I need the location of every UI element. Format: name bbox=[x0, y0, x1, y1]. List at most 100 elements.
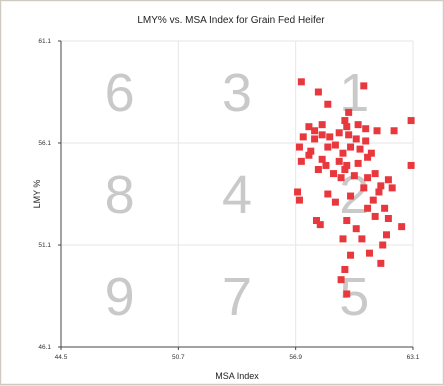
y-tick-label: 61.1 bbox=[38, 38, 51, 45]
data-point bbox=[364, 153, 372, 161]
data-point bbox=[324, 143, 332, 151]
data-point bbox=[375, 188, 383, 196]
data-point bbox=[358, 235, 366, 243]
data-point bbox=[311, 127, 319, 135]
axes bbox=[60, 41, 413, 348]
x-tick-label: 44.5 bbox=[55, 354, 68, 361]
data-point bbox=[345, 131, 353, 139]
data-point bbox=[354, 121, 362, 129]
data-point bbox=[364, 174, 372, 182]
data-point bbox=[377, 259, 385, 267]
data-point bbox=[335, 157, 343, 165]
data-point bbox=[339, 149, 347, 157]
data-point bbox=[388, 184, 396, 192]
data-point bbox=[354, 159, 362, 167]
data-point bbox=[371, 212, 379, 220]
data-point bbox=[318, 131, 326, 139]
data-point bbox=[330, 170, 338, 178]
data-point bbox=[390, 127, 398, 135]
data-point bbox=[360, 82, 368, 90]
y-axis-label: LMY % bbox=[32, 180, 42, 209]
data-point bbox=[339, 235, 347, 243]
zone-label-4: 4 bbox=[222, 165, 252, 225]
data-point bbox=[407, 161, 415, 169]
data-point bbox=[335, 129, 343, 137]
data-point bbox=[318, 155, 326, 163]
x-tick-label: 56.9 bbox=[289, 354, 302, 361]
data-point bbox=[337, 174, 345, 182]
data-point bbox=[295, 196, 303, 204]
data-point bbox=[345, 108, 353, 116]
zone-label-9: 9 bbox=[105, 267, 135, 327]
data-point bbox=[371, 170, 379, 178]
data-point bbox=[379, 241, 387, 249]
data-point bbox=[384, 176, 392, 184]
data-point bbox=[297, 78, 305, 86]
data-point bbox=[360, 184, 368, 192]
data-point bbox=[322, 161, 330, 169]
data-point bbox=[297, 157, 305, 165]
data-point bbox=[314, 88, 322, 96]
x-tick-label: 63.1 bbox=[407, 354, 420, 361]
data-point bbox=[331, 198, 339, 206]
data-point bbox=[347, 192, 355, 200]
data-point bbox=[343, 161, 351, 169]
y-tick-label: 46.1 bbox=[38, 344, 51, 351]
data-point bbox=[347, 143, 355, 151]
data-point bbox=[347, 251, 355, 259]
data-point bbox=[369, 196, 377, 204]
x-axis-label: MSA Index bbox=[215, 371, 259, 381]
data-point bbox=[312, 217, 320, 225]
zone-label-8: 8 bbox=[105, 165, 135, 225]
zone-label-1: 1 bbox=[339, 63, 369, 123]
data-point bbox=[365, 249, 373, 257]
data-point bbox=[356, 145, 364, 153]
data-point bbox=[314, 166, 322, 174]
data-point bbox=[341, 166, 349, 174]
data-point bbox=[383, 231, 391, 239]
data-point bbox=[299, 133, 307, 141]
data-point bbox=[295, 143, 303, 151]
x-tick-label: 50.7 bbox=[172, 354, 185, 361]
data-point bbox=[343, 290, 351, 298]
zone-label-7: 7 bbox=[222, 267, 252, 327]
grid-lines bbox=[60, 40, 414, 348]
data-point bbox=[307, 147, 315, 155]
y-tick-label: 51.1 bbox=[38, 242, 51, 249]
data-point bbox=[398, 223, 406, 231]
data-point bbox=[362, 137, 370, 145]
data-point bbox=[364, 204, 372, 212]
data-point bbox=[341, 265, 349, 273]
data-point bbox=[294, 188, 302, 196]
data-point bbox=[343, 123, 351, 131]
data-point bbox=[384, 214, 392, 222]
data-point bbox=[352, 135, 360, 143]
data-point bbox=[324, 190, 332, 198]
zone-label-3: 3 bbox=[222, 63, 252, 123]
zone-labels: 6 3 18 4 29 7 5 bbox=[105, 63, 370, 327]
data-points bbox=[294, 78, 415, 298]
data-point bbox=[337, 276, 345, 284]
data-point bbox=[324, 100, 332, 108]
data-point bbox=[407, 117, 415, 125]
chart-title: LMY% vs. MSA Index for Grain Fed Heifer bbox=[137, 15, 325, 26]
data-point bbox=[343, 217, 351, 225]
data-point bbox=[311, 135, 319, 143]
data-point bbox=[305, 151, 313, 159]
tick-labels: 44.5 50.7 56.9 63.1 61.1 56.1 51.1 46.1 bbox=[38, 38, 419, 361]
data-point bbox=[367, 149, 375, 157]
data-point bbox=[326, 133, 334, 141]
data-point bbox=[350, 172, 358, 180]
data-point bbox=[352, 225, 360, 233]
zone-label-6: 6 bbox=[105, 63, 135, 123]
data-point bbox=[381, 204, 389, 212]
data-point bbox=[341, 117, 349, 125]
data-point bbox=[362, 125, 370, 133]
data-point bbox=[373, 127, 381, 135]
data-point bbox=[316, 221, 324, 229]
data-point bbox=[305, 123, 313, 131]
data-point bbox=[331, 141, 339, 149]
data-point bbox=[318, 121, 326, 129]
